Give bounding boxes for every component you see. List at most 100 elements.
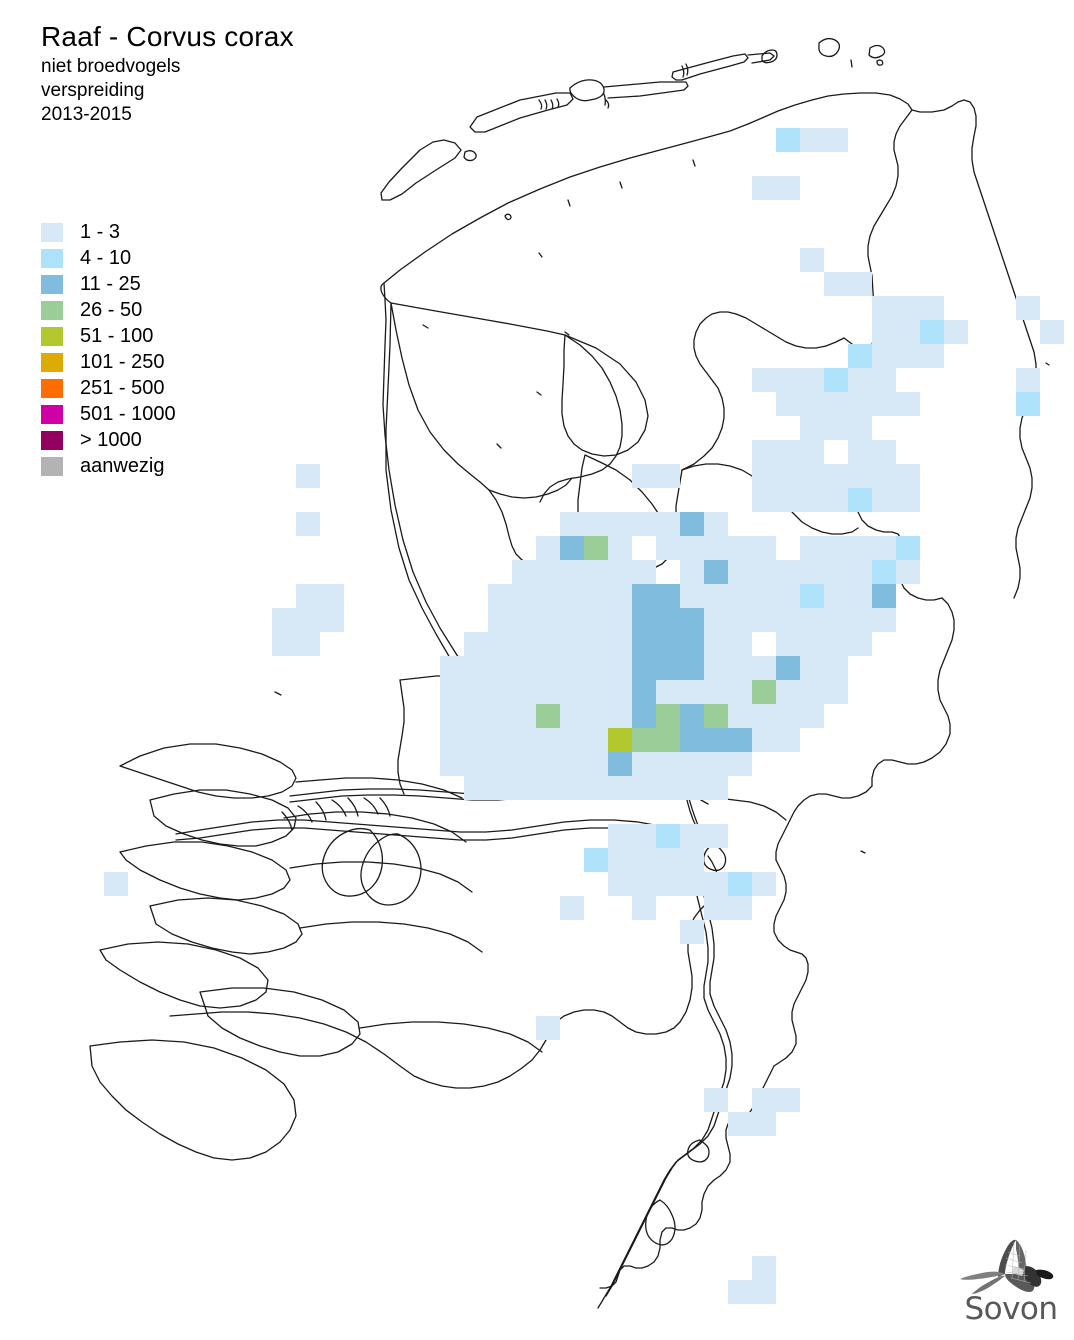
grid-cell [776, 704, 800, 728]
grid-cell [512, 728, 536, 752]
grid-cell [608, 536, 632, 560]
grid-cell [680, 512, 704, 536]
grid-cell [632, 560, 656, 584]
grid-cell [752, 656, 776, 680]
grid-cell [296, 512, 320, 536]
grid-cell [608, 872, 632, 896]
grid-cell [584, 776, 608, 800]
grid-cell [488, 656, 512, 680]
delta-zuidbeveland [199, 987, 361, 1057]
river-maas-limburg-west-bank [605, 883, 727, 1297]
grid-cell [656, 872, 680, 896]
wadden-dot-2 [567, 199, 571, 207]
legend-swatch [41, 300, 63, 320]
grid-cell [704, 1088, 728, 1112]
grid-cell [752, 440, 776, 464]
grid-cell [920, 344, 944, 368]
grid-cell [656, 776, 680, 800]
grid-cell [776, 1088, 800, 1112]
grid-cell [728, 1280, 752, 1304]
legend-row: > 1000 [41, 427, 176, 453]
grid-cell [272, 608, 296, 632]
grid-cell [512, 632, 536, 656]
legend-label: aanwezig [80, 454, 165, 477]
grid-cell [536, 776, 560, 800]
grid-cell [848, 368, 872, 392]
subtitle-map-type: verspreiding [41, 79, 145, 101]
grid-cell [680, 632, 704, 656]
wadden-dot-3 [619, 181, 623, 189]
grid-cell [800, 416, 824, 440]
grid-cell [704, 776, 728, 800]
grid-cell [896, 560, 920, 584]
legend-label: 51 - 100 [80, 324, 154, 347]
grid-cell [512, 560, 536, 584]
grid-cell [752, 368, 776, 392]
grid-cell [848, 536, 872, 560]
grid-cell [752, 464, 776, 488]
grid-cell [608, 680, 632, 704]
grid-cell [608, 608, 632, 632]
grid-cell [488, 776, 512, 800]
border-overijssel-gelderland-2 [785, 505, 859, 535]
grid-cell [848, 560, 872, 584]
grid-cell [680, 536, 704, 560]
grid-cell [656, 848, 680, 872]
grid-cell [872, 560, 896, 584]
legend-row: 501 - 1000 [41, 401, 176, 427]
grid-cell [104, 872, 128, 896]
grid-cell [656, 512, 680, 536]
legend-row: aanwezig [41, 453, 176, 479]
grid-cell [824, 416, 848, 440]
grid-cell [704, 560, 728, 584]
grid-cell [800, 656, 824, 680]
grid-cell [464, 776, 488, 800]
grid-cell [848, 392, 872, 416]
grid-cell [776, 656, 800, 680]
grid-cell [944, 320, 968, 344]
grid-cell [656, 608, 680, 632]
grid-cell [728, 632, 752, 656]
grid-cell [824, 272, 848, 296]
grid-cell [512, 752, 536, 776]
grid-cell [584, 560, 608, 584]
grid-cell [752, 608, 776, 632]
delta-noordbeveland [149, 897, 303, 955]
legend-swatch [41, 222, 63, 242]
grid-cell [656, 464, 680, 488]
grid-cell [800, 608, 824, 632]
grid-cell [656, 536, 680, 560]
grid-cell [584, 680, 608, 704]
grid-cell [800, 584, 824, 608]
grid-cell [560, 776, 584, 800]
ijsselmeer-dot [538, 252, 543, 258]
grid-cell [800, 368, 824, 392]
grid-cell [680, 920, 704, 944]
grid-cell [320, 584, 344, 608]
coast-north-holland [380, 282, 464, 679]
grid-cell [632, 464, 656, 488]
grid-cell [728, 752, 752, 776]
island-terschelling-tail [603, 81, 689, 99]
legend-label: > 1000 [80, 428, 142, 451]
grid-cell [824, 488, 848, 512]
grid-cell [584, 752, 608, 776]
legend-label: 4 - 10 [80, 246, 132, 269]
grid-cell [776, 440, 800, 464]
grid-cell [536, 680, 560, 704]
grid-cell [464, 728, 488, 752]
grid-cell [536, 656, 560, 680]
river-waal-north [175, 819, 701, 835]
grid-cell [488, 728, 512, 752]
grid-cell [704, 632, 728, 656]
grid-cell [488, 632, 512, 656]
island-rottumeroog-dot [876, 59, 884, 66]
grid-cell [872, 488, 896, 512]
flevoland-noordoostpolder [561, 334, 649, 457]
grid-cell [584, 536, 608, 560]
island-terschelling [569, 79, 605, 102]
grid-cell [872, 368, 896, 392]
legend-row: 251 - 500 [41, 375, 176, 401]
grid-cell [728, 704, 752, 728]
grid-cell [680, 608, 704, 632]
